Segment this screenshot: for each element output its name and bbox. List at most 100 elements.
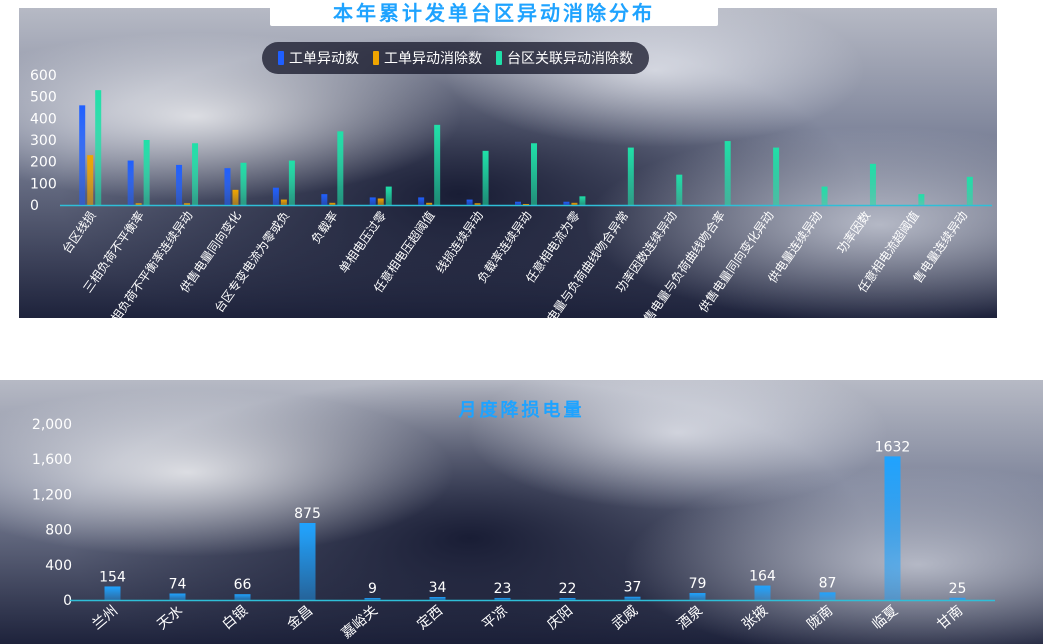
- legend-swatch-work-orders-cleared: [373, 51, 379, 65]
- legend-swatch-area-linked-cleared: [496, 51, 502, 65]
- bottom-bar: [169, 593, 186, 600]
- bottom-bar: [949, 597, 966, 600]
- top-bar: [869, 163, 876, 205]
- top-bar: [918, 194, 925, 205]
- bottom-x-tick-label: 武威: [609, 603, 641, 633]
- bottom-x-tick-label: 定西: [414, 603, 446, 633]
- top-y-tick-label: 0: [30, 198, 39, 214]
- bottom-data-label: 22: [559, 581, 577, 597]
- bottom-y-tick-label: 800: [45, 523, 72, 539]
- bottom-x-tick-label: 白银: [219, 603, 251, 633]
- bottom-x-tick-label: 张掖: [739, 603, 771, 633]
- top-bar: [232, 189, 239, 205]
- top-bar: [79, 105, 86, 205]
- bottom-x-tick-label: 庆阳: [544, 603, 576, 633]
- bottom-data-label: 87: [819, 575, 837, 591]
- bottom-bar: [689, 593, 706, 600]
- bottom-bar: [819, 592, 836, 600]
- bottom-chart-title: 月度降损电量: [458, 400, 585, 421]
- top-bar: [385, 186, 392, 205]
- top-bar: [272, 187, 279, 205]
- bottom-bar: [299, 523, 316, 600]
- bottom-y-tick-label: 1,600: [32, 452, 72, 468]
- legend-item-area-linked-cleared[interactable]: 台区关联异动消除数: [496, 48, 633, 68]
- bottom-data-label: 23: [494, 581, 512, 597]
- top-bar: [329, 202, 336, 205]
- bottom-x-tick-label: 陇南: [804, 603, 836, 633]
- top-chart-legend: 工单异动数 工单异动消除数 台区关联异动消除数: [262, 42, 649, 74]
- bottom-x-tick-label: 嘉峪关: [339, 603, 381, 642]
- bottom-x-tick-label: 天水: [154, 603, 186, 633]
- top-bar: [821, 186, 828, 205]
- bottom-data-label: 79: [689, 576, 707, 592]
- bottom-data-label: 875: [294, 506, 321, 522]
- top-bar: [288, 160, 295, 205]
- legend-label-work-orders: 工单异动数: [289, 51, 359, 67]
- top-bar: [627, 147, 634, 205]
- top-bar: [426, 202, 433, 205]
- bottom-x-tick-label: 临夏: [869, 603, 901, 633]
- top-bar: [676, 174, 683, 205]
- top-bar: [434, 124, 441, 205]
- bottom-data-label: 25: [949, 581, 967, 597]
- top-bar: [143, 140, 150, 205]
- top-y-tick-label: 200: [30, 155, 57, 171]
- bottom-bar: [884, 456, 901, 600]
- top-bar: [337, 131, 344, 205]
- top-bar: [579, 196, 586, 205]
- top-bar: [176, 164, 183, 205]
- top-bar: [773, 147, 780, 205]
- bottom-data-label: 164: [749, 569, 776, 585]
- legend-label-area-linked-cleared: 台区关联异动消除数: [507, 51, 633, 67]
- top-bar: [531, 143, 537, 205]
- top-bar: [474, 203, 481, 205]
- top-bar: [724, 141, 731, 205]
- top-y-tick-label: 100: [30, 176, 57, 192]
- top-y-tick-label: 400: [30, 111, 57, 127]
- bottom-bar: [624, 596, 641, 600]
- top-chart-title: 本年累计发单台区异动消除分布: [270, 0, 718, 26]
- legend-item-work-orders-cleared[interactable]: 工单异动消除数: [373, 48, 482, 68]
- bottom-y-tick-label: 1,200: [32, 487, 72, 503]
- top-bar: [280, 199, 287, 205]
- top-chart-svg: 0100200300400500600台区线损三相负荷不平衡率三相负荷不平衡率连…: [30, 68, 992, 214]
- bottom-x-tick-label: 甘南: [934, 603, 966, 633]
- bottom-data-label: 1632: [875, 439, 911, 455]
- bottom-y-tick-label: 0: [63, 593, 72, 609]
- top-bar: [966, 176, 973, 205]
- bottom-bar: [429, 597, 446, 600]
- bottom-bar: [754, 585, 771, 600]
- bottom-x-tick-label: 平凉: [479, 603, 511, 633]
- bottom-data-label: 74: [169, 576, 187, 592]
- top-y-tick-label: 500: [30, 90, 57, 106]
- top-bar: [87, 155, 94, 205]
- top-bar: [466, 199, 473, 205]
- top-bar: [563, 201, 570, 205]
- top-bar: [95, 90, 102, 205]
- legend-item-work-orders[interactable]: 工单异动数: [278, 48, 359, 68]
- bottom-data-label: 37: [624, 580, 642, 596]
- top-bar: [523, 204, 529, 205]
- bottom-y-tick-label: 400: [45, 558, 72, 574]
- top-bar: [184, 203, 191, 205]
- legend-swatch-work-orders: [278, 51, 284, 65]
- top-bar: [482, 150, 489, 205]
- top-bar: [240, 162, 247, 205]
- top-bar: [192, 143, 199, 205]
- bottom-data-label: 34: [429, 580, 447, 596]
- top-bar: [321, 194, 328, 205]
- top-bar: [135, 203, 142, 205]
- top-y-tick-label: 600: [30, 68, 57, 84]
- bottom-bar: [559, 598, 576, 600]
- top-bar: [127, 160, 134, 205]
- top-bar: [369, 197, 376, 205]
- bottom-data-label: 66: [234, 577, 252, 593]
- bottom-bar: [104, 586, 121, 600]
- bottom-x-tick-label: 兰州: [89, 603, 121, 633]
- bottom-x-tick-label: 金昌: [284, 603, 316, 633]
- top-bar: [377, 198, 384, 205]
- bottom-bar: [234, 594, 251, 600]
- bottom-bar: [364, 598, 381, 600]
- bottom-x-tick-label: 酒泉: [674, 602, 706, 633]
